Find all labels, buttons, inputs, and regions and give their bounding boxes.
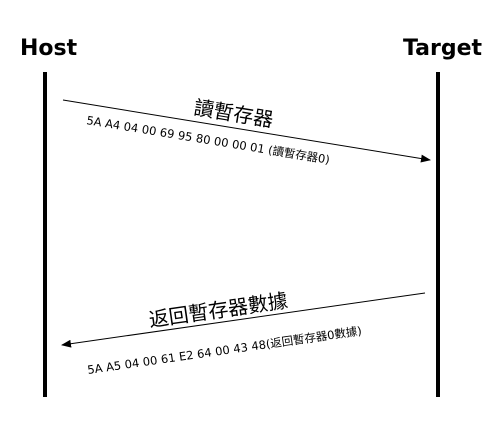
target-participant-label: Target — [403, 36, 483, 61]
response-bytes: 5A A5 04 00 61 E2 64 00 43 48(返回暫存器0數據) — [86, 324, 362, 377]
request-arrow — [62, 99, 431, 163]
host-participant-label: Host — [20, 36, 78, 61]
message-return-register-data: 返回暫存器數據 5A A5 04 00 61 E2 64 00 43 48(返回… — [61, 288, 426, 377]
response-title: 返回暫存器數據 — [147, 288, 289, 332]
request-title: 讀暫存器 — [192, 95, 275, 132]
message-read-register: 讀暫存器 5A A4 04 00 69 95 80 00 00 01 (讀暫存器… — [62, 95, 431, 167]
response-arrow — [61, 292, 426, 348]
